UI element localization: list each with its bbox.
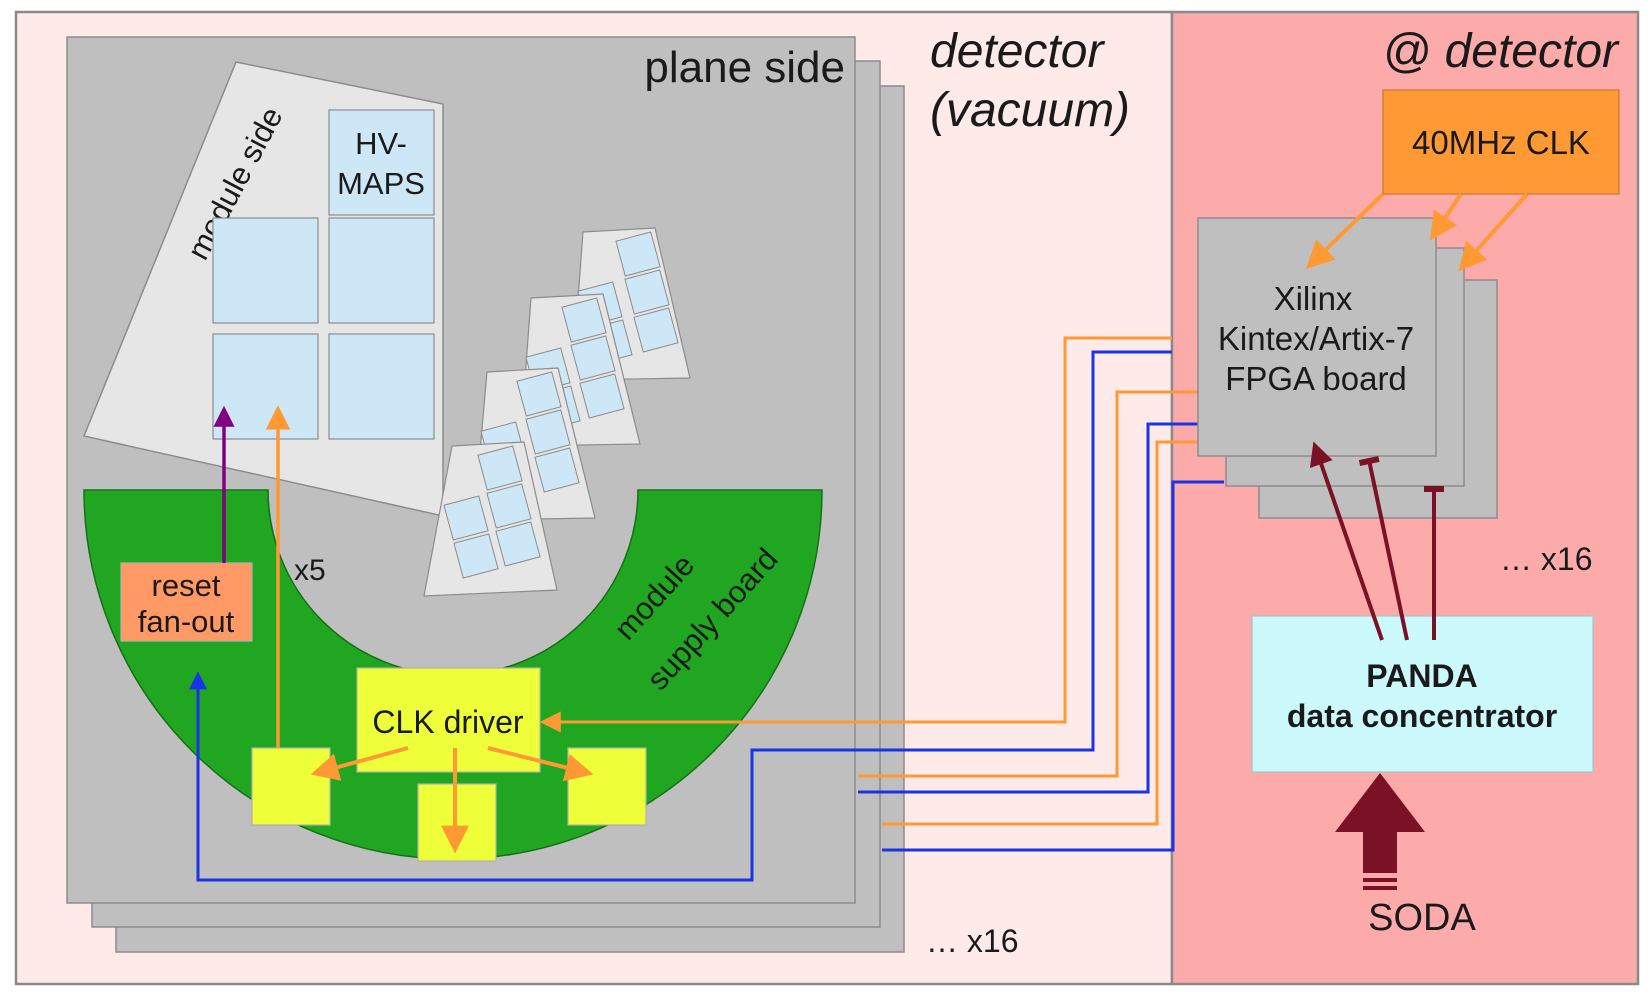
hv-maps-label-line2: MAPS xyxy=(337,166,425,201)
clk-to-fpga-arrow-3 xyxy=(1458,192,1529,272)
clk-to-buffer-left-arrow xyxy=(310,746,409,781)
reset-fanout-line2: fan-out xyxy=(138,604,235,639)
clk-buffer-left xyxy=(251,747,331,826)
fpga-board-line3: FPGA board xyxy=(1225,360,1407,397)
multiplicity-label: x5 xyxy=(294,554,326,587)
clk-line-copy-3 xyxy=(882,440,1224,826)
reset-line-to-fanout xyxy=(189,350,1172,882)
plane-side-title: plane side xyxy=(644,43,845,92)
hv-maps-label-line1: HV- xyxy=(355,126,407,161)
pixel-chip xyxy=(328,333,435,440)
clk-to-fpga-arrow-1 xyxy=(1305,192,1385,269)
soda-stub-1 xyxy=(1363,878,1397,882)
pixel-chip xyxy=(328,217,435,324)
reset-line-copy-2 xyxy=(858,422,1198,794)
vacuum-title-line2: (vacuum) xyxy=(930,84,1130,137)
clock-source-box xyxy=(1382,89,1620,195)
data-concentrator-box xyxy=(1251,615,1594,773)
at-detector-title: @ detector xyxy=(1383,25,1621,78)
soda-label: SODA xyxy=(1368,897,1476,939)
soda-stub-2 xyxy=(1363,886,1397,890)
mini-module-1 xyxy=(423,441,558,597)
data-concentrator-line2: data concentrator xyxy=(1287,698,1557,734)
vacuum-title-line1: detector xyxy=(930,25,1105,78)
clk-to-fpga-arrow-2 xyxy=(1429,192,1463,241)
clk-to-buffer-right-arrow xyxy=(487,746,594,782)
fpga-board-line1: Xilinx xyxy=(1274,280,1353,317)
pixel-chip xyxy=(212,333,319,440)
reset-fanout-line1: reset xyxy=(152,568,221,603)
clk-line-to-driver xyxy=(539,336,1172,733)
reset-line-copy-3 xyxy=(882,480,1224,852)
clk-line-copy-2 xyxy=(858,390,1198,778)
concentrator-fpga-link-2 xyxy=(1358,455,1409,641)
reset-fanout-box xyxy=(120,562,253,642)
clock-source-label: 40MHz CLK xyxy=(1412,124,1590,161)
data-concentrator-line1: PANDA xyxy=(1366,658,1477,694)
clk-driver-label: CLK driver xyxy=(372,704,524,740)
pixel-chip xyxy=(212,217,319,324)
fpga-copies-label: … x16 xyxy=(1500,541,1592,577)
plane-copies-label: … x16 xyxy=(926,923,1018,959)
soda-input-arrow xyxy=(1335,773,1425,873)
fpga-board-line2: Kintex/Artix-7 xyxy=(1218,320,1414,357)
clk-buffer-right xyxy=(567,747,647,826)
concentrator-fpga-link-1 xyxy=(1309,441,1384,641)
hv-maps-chip xyxy=(328,109,435,216)
